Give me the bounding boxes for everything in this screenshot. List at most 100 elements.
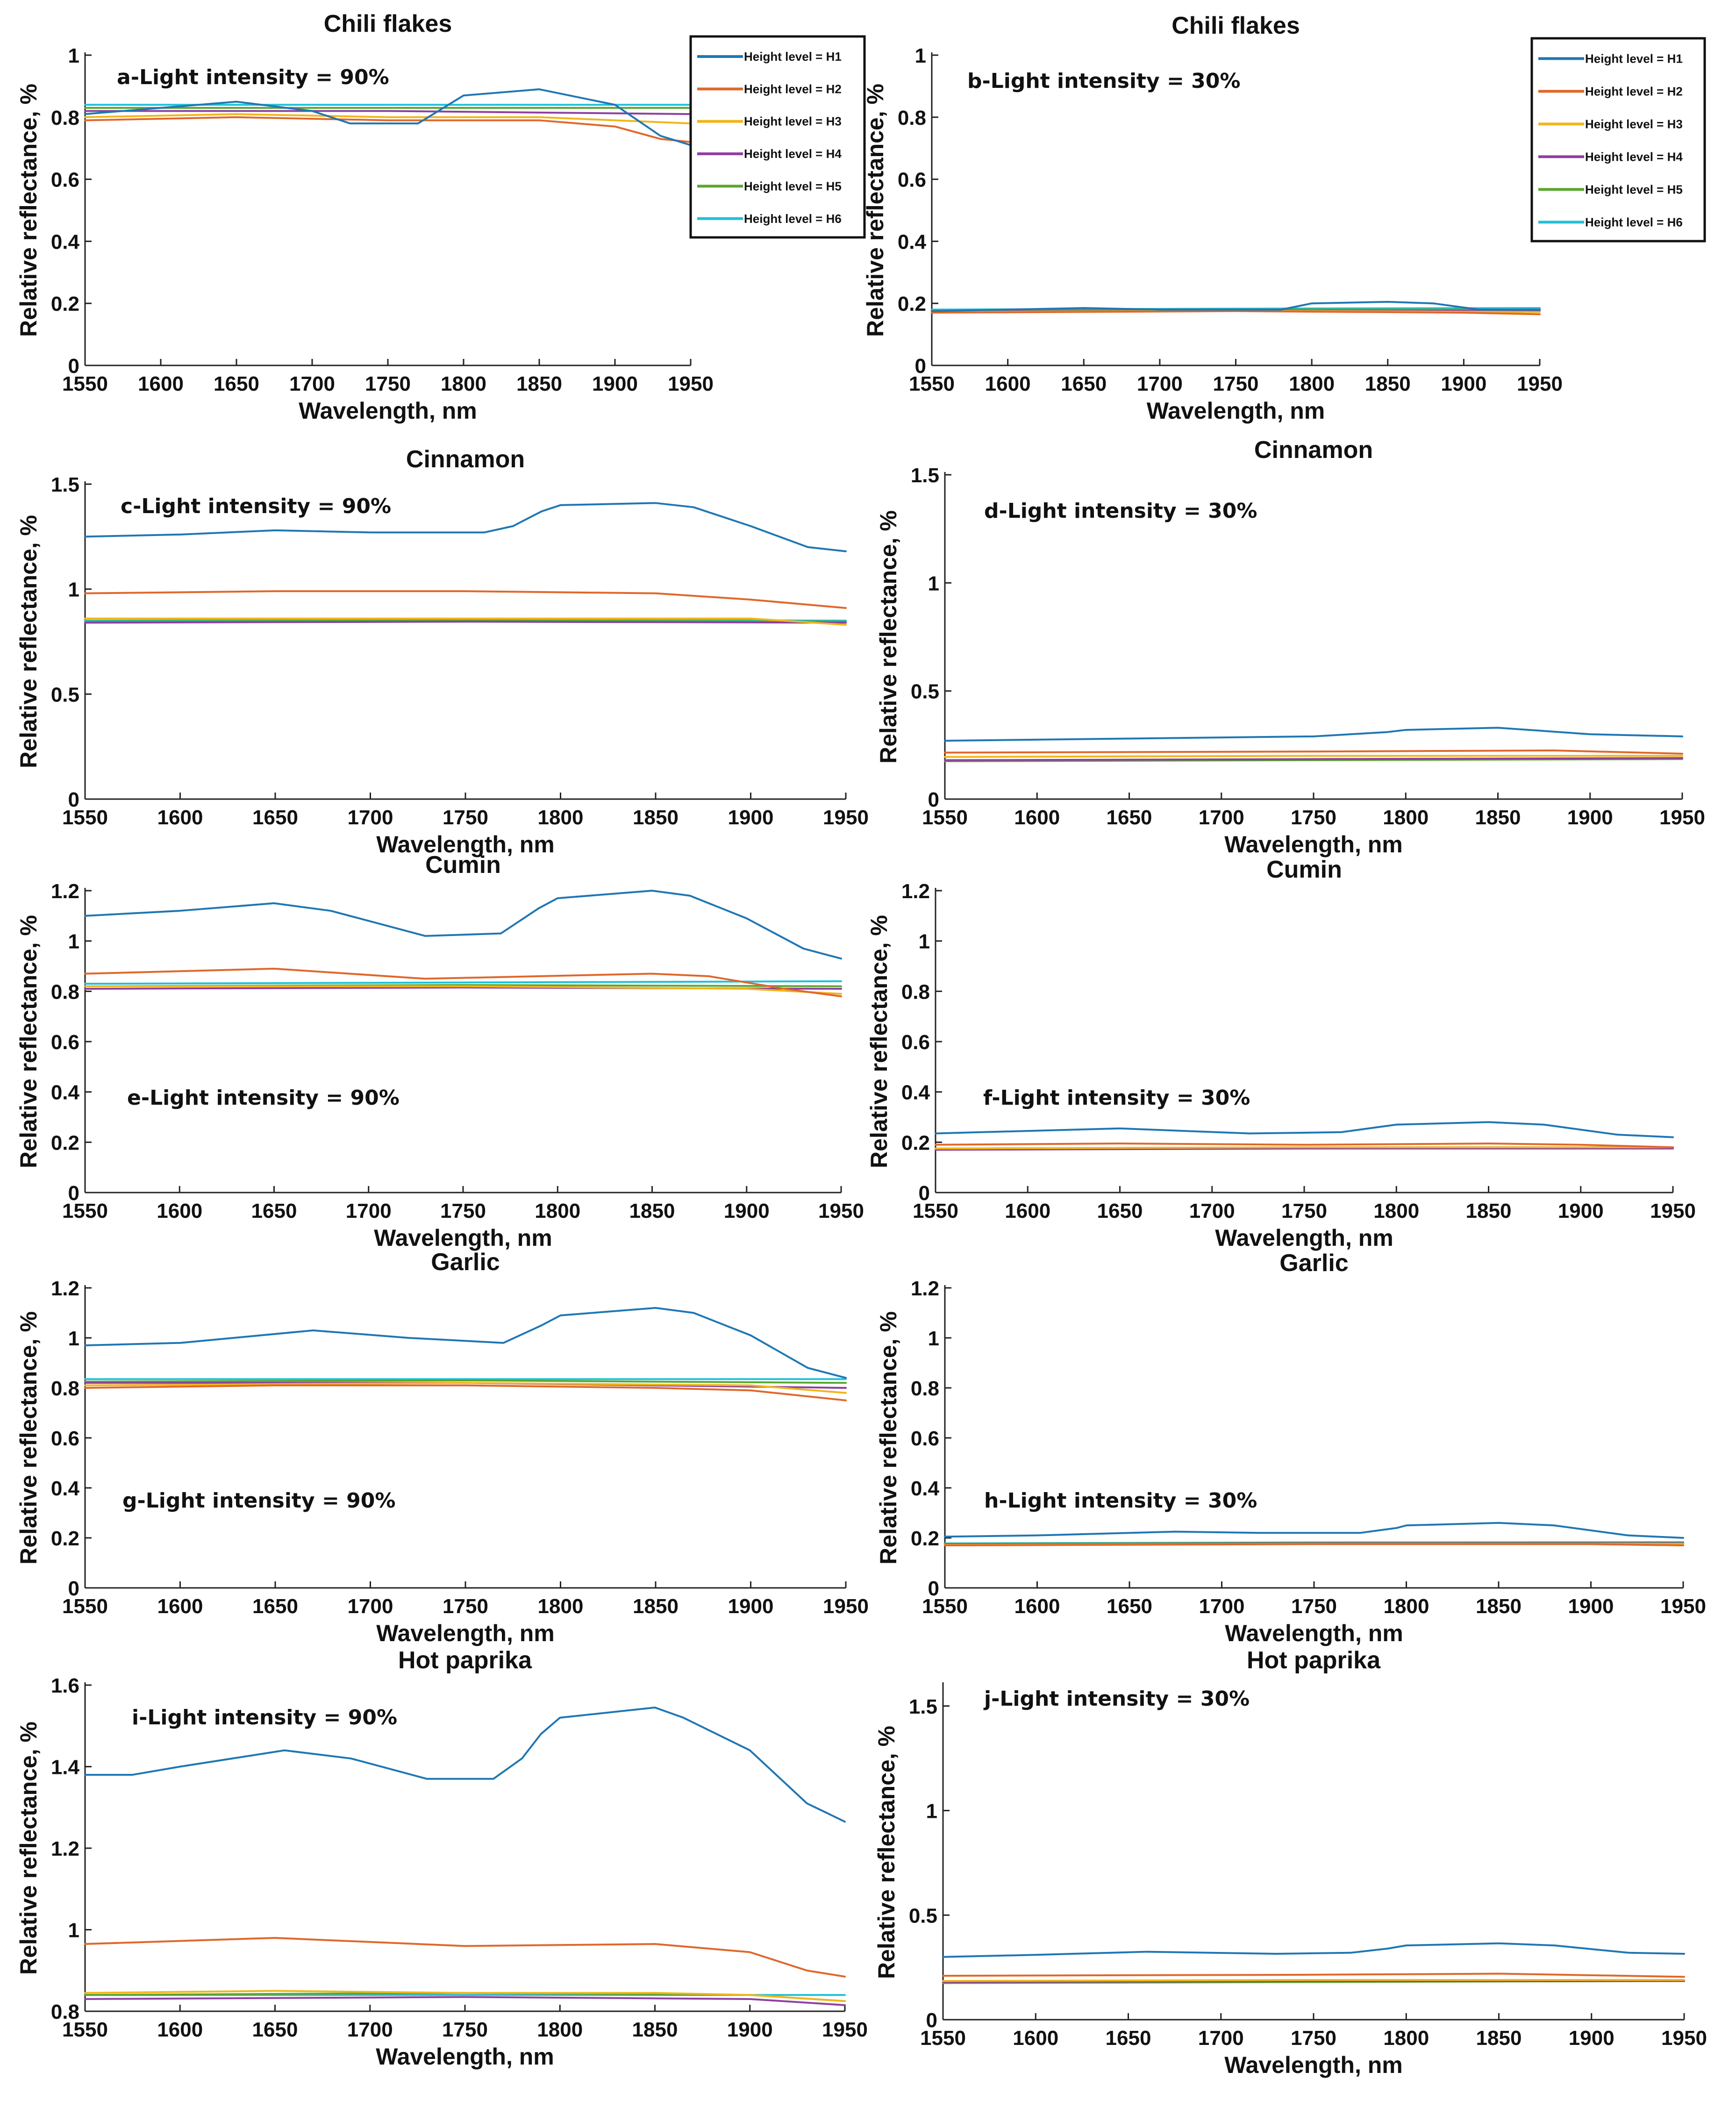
- y-tick-label: 0.5: [911, 680, 939, 703]
- panel-j: 1550 1600 1650 1700 1750 1800 1850 1900 1950 0 0.5…: [873, 1647, 1707, 2078]
- series-line-h4: [935, 1147, 1674, 1151]
- series-line-h1: [935, 1121, 1674, 1138]
- legend-label: Height level = H3: [1585, 117, 1683, 131]
- x-axis-label: Wavelength, nm: [1147, 398, 1325, 424]
- x-tick-label: 1750: [443, 1595, 488, 1618]
- y-axis-label: Relative reflectance, %: [875, 510, 901, 764]
- x-tick-label: 1800: [535, 1200, 580, 1222]
- y-tick-label: 1.5: [909, 1695, 937, 1718]
- x-tick-label: 1650: [251, 1200, 297, 1222]
- y-tick-label: 0: [919, 1182, 930, 1205]
- x-tick-label: 1550: [62, 2018, 108, 2041]
- panel-title: Garlic: [431, 1249, 500, 1276]
- x-tick-label: 1550: [922, 1595, 968, 1618]
- panel-annotation: a-Light intensity = 90%: [117, 65, 389, 89]
- x-tick-label: 1700: [1199, 806, 1244, 829]
- x-tick-label: 1600: [157, 1200, 202, 1222]
- series-line-h5: [84, 620, 847, 623]
- x-axis-label: Wavelength, nm: [1215, 1225, 1393, 1251]
- y-tick-label: 0: [928, 1577, 939, 1600]
- legend: Height level = H1 Height level = H2 Height…: [1530, 37, 1706, 243]
- x-tick-label: 1850: [1475, 806, 1521, 829]
- x-tick-label: 1650: [1097, 1200, 1143, 1222]
- x-tick-label: 1900: [1558, 1200, 1604, 1222]
- y-tick-label: 1.4: [51, 1756, 80, 1779]
- panel-annotation: h-Light intensity = 30%: [984, 1489, 1257, 1513]
- legend-label: Height level = H3: [744, 114, 842, 129]
- legend-label: Height level = H1: [1585, 51, 1683, 65]
- series-line-h3: [942, 1979, 1685, 1982]
- y-tick-label: 1: [68, 44, 79, 67]
- x-tick-label: 1800: [1373, 1200, 1419, 1222]
- panel-e: 1550 1600 1650 1700 1750 1800 1850 1900 1950 0 0.2…: [15, 851, 864, 1251]
- legend-label: Height level = H5: [1585, 182, 1683, 196]
- series-line-h3: [84, 1382, 847, 1394]
- series-line-h2: [84, 590, 847, 609]
- x-tick-label: 1600: [157, 2018, 203, 2041]
- x-tick-label: 1850: [516, 372, 562, 395]
- series-line-h1: [944, 727, 1683, 742]
- x-tick-label: 1950: [1650, 1200, 1696, 1222]
- y-tick-label: 1: [915, 44, 926, 67]
- y-axis-label: Relative reflectance, %: [15, 515, 42, 768]
- y-axis-label: Relative reflectance, %: [15, 1311, 42, 1565]
- y-tick-label: 1.5: [51, 473, 79, 496]
- y-axis-label: Relative reflectance, %: [875, 1311, 901, 1565]
- x-tick-label: 1750: [365, 372, 411, 395]
- y-tick-label: 0.4: [51, 1477, 80, 1500]
- series-line-h1: [931, 300, 1541, 312]
- x-axis-label: Wavelength, nm: [1225, 1620, 1403, 1646]
- x-tick-label: 1750: [442, 2018, 488, 2041]
- series-line-h5: [84, 1379, 847, 1384]
- y-tick-label: 0.8: [51, 980, 79, 1003]
- legend-label: Height level = H6: [1585, 215, 1683, 229]
- series-line-h3: [84, 985, 842, 995]
- y-tick-label: 0.4: [51, 230, 80, 253]
- x-tick-label: 1850: [1365, 372, 1411, 395]
- y-tick-label: 0.6: [901, 1031, 930, 1054]
- legend-label: Height level = H2: [1585, 84, 1683, 98]
- series-line-h3: [84, 113, 692, 125]
- panel-title: Chili flakes: [324, 10, 452, 37]
- y-tick-label: 0: [68, 1577, 79, 1600]
- y-tick-label: 0.2: [911, 1527, 939, 1550]
- series-line-h1: [84, 502, 847, 552]
- y-tick-label: 1.5: [911, 464, 939, 487]
- x-tick-label: 1950: [1660, 1595, 1706, 1618]
- panel-annotation: b-Light intensity = 30%: [967, 69, 1240, 93]
- x-tick-label: 1750: [1291, 806, 1336, 829]
- series-line-h1: [84, 1307, 847, 1379]
- y-tick-label: 0.4: [901, 1081, 930, 1104]
- x-tick-label: 1900: [1569, 2027, 1615, 2050]
- x-tick-label: 1700: [347, 2018, 393, 2041]
- series-line-h4: [942, 1980, 1685, 1983]
- series-line-h2: [84, 116, 692, 143]
- x-axis-label: Wavelength, nm: [299, 398, 477, 424]
- series-line-h2: [944, 749, 1683, 755]
- y-tick-label: 0: [915, 355, 926, 378]
- y-tick-label: 0.2: [51, 293, 79, 315]
- panel-h: 1550 1600 1650 1700 1750 1800 1850 1900 1950 0 0.2…: [875, 1250, 1706, 1646]
- y-tick-label: 0.4: [51, 1081, 80, 1104]
- panel-title: Cinnamon: [1254, 436, 1373, 464]
- y-tick-label: 0.4: [911, 1477, 940, 1500]
- y-tick-label: 1: [919, 930, 930, 953]
- series-line-h1: [84, 890, 842, 960]
- legend-box: [1530, 37, 1706, 243]
- x-tick-label: 1750: [1291, 2027, 1336, 2050]
- y-tick-label: 0.6: [51, 1031, 79, 1054]
- x-tick-label: 1900: [728, 806, 774, 829]
- legend: Height level = H1 Height level = H2 Height…: [689, 35, 866, 239]
- y-tick-label: 0.6: [51, 1427, 79, 1450]
- x-tick-label: 1750: [443, 806, 488, 829]
- y-tick-label: 0.5: [909, 1904, 937, 1927]
- x-tick-label: 1750: [1213, 372, 1259, 395]
- panel-annotation: d-Light intensity = 30%: [984, 499, 1257, 523]
- x-tick-label: 1600: [138, 372, 184, 395]
- x-tick-label: 1650: [1061, 372, 1107, 395]
- y-tick-label: 0: [928, 788, 939, 811]
- series-line-h1: [84, 88, 692, 146]
- y-tick-label: 1.2: [911, 1277, 939, 1300]
- series-line-h4: [84, 1996, 846, 2006]
- panel-annotation: j-Light intensity = 30%: [983, 1687, 1250, 1711]
